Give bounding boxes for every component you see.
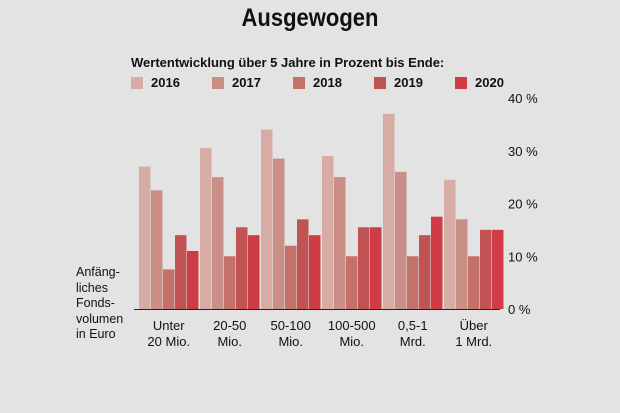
bar-2020 [431, 216, 443, 309]
bar-2016 [261, 129, 273, 309]
x-tick-label: 50-100 Mio. [271, 318, 311, 349]
x-tick-label: 0,5-1 Mrd. [398, 318, 428, 349]
legend-swatch [374, 77, 386, 89]
legend-label: 2020 [475, 75, 504, 90]
bar-2016 [200, 148, 212, 309]
bar-2019 [236, 227, 248, 309]
x-axis-title-line: in Euro [76, 327, 116, 341]
bar-2018 [163, 269, 175, 309]
bar-2018 [468, 256, 480, 309]
bar-2019 [480, 229, 492, 309]
bar-2020 [248, 235, 260, 309]
chart-title: Ausgewogen [241, 4, 379, 32]
legend-label: 2018 [313, 75, 342, 90]
bar-group [200, 148, 260, 309]
x-axis-title-line: volumen [76, 311, 124, 326]
bar-2016 [383, 113, 395, 309]
x-tick-label: Über 1 Mrd. [455, 318, 492, 349]
legend-swatch [455, 77, 467, 89]
bar-2020 [309, 235, 321, 309]
bar-2019 [358, 227, 370, 309]
y-tick-label: 30 % [508, 144, 538, 159]
legend-label: 2017 [232, 75, 261, 90]
bar-2017 [212, 177, 224, 309]
x-axis-title: Anfäng-liches Fonds-volumen in Euro [76, 265, 123, 343]
bar-2017 [456, 219, 468, 309]
bar-2018 [224, 256, 236, 309]
legend-label: 2019 [394, 75, 423, 90]
legend-label: 2016 [151, 75, 180, 90]
bar-2017 [151, 190, 163, 309]
legend-swatch [212, 77, 224, 89]
chart-subtitle: Wertentwicklung über 5 Jahre in Prozent … [131, 55, 445, 70]
bar-2019 [175, 235, 187, 309]
y-tick-label: 10 % [508, 249, 538, 264]
legend: 2016 2017 2018 2019 2020 [131, 74, 531, 94]
bar-2019 [419, 235, 431, 309]
bar-2019 [297, 219, 309, 309]
legend-swatch [293, 77, 305, 89]
x-axis-title-line: liches [76, 280, 108, 295]
bar-2016 [322, 156, 334, 309]
bar-2020 [370, 227, 382, 309]
y-tick-label: 20 % [508, 197, 538, 212]
bar-group [139, 166, 199, 309]
x-axis-title-line: Anfäng- [76, 265, 120, 279]
bar-group [383, 113, 443, 309]
x-tick-label: 20-50 Mio. [213, 318, 246, 349]
bar-group [261, 129, 321, 309]
bar-2018 [285, 245, 297, 309]
bar-2020 [492, 229, 504, 309]
bar-2016 [444, 179, 456, 309]
bar-group [444, 179, 504, 309]
x-tick-label: 100-500 Mio. [328, 318, 376, 349]
bar-2016 [139, 166, 151, 309]
bar-2020 [187, 250, 199, 309]
bar-2017 [273, 158, 285, 309]
bar-2018 [407, 256, 419, 309]
x-axis-title-line: Fonds- [76, 296, 115, 310]
bar-2017 [334, 177, 346, 309]
bar-2017 [395, 171, 407, 309]
legend-swatch [131, 77, 143, 89]
bar-2018 [346, 256, 358, 309]
x-tick-label: Unter 20 Mio. [147, 318, 190, 349]
y-tick-label: 0 % [508, 302, 531, 317]
bar-group [322, 156, 382, 309]
y-tick-label: 40 % [508, 91, 538, 106]
